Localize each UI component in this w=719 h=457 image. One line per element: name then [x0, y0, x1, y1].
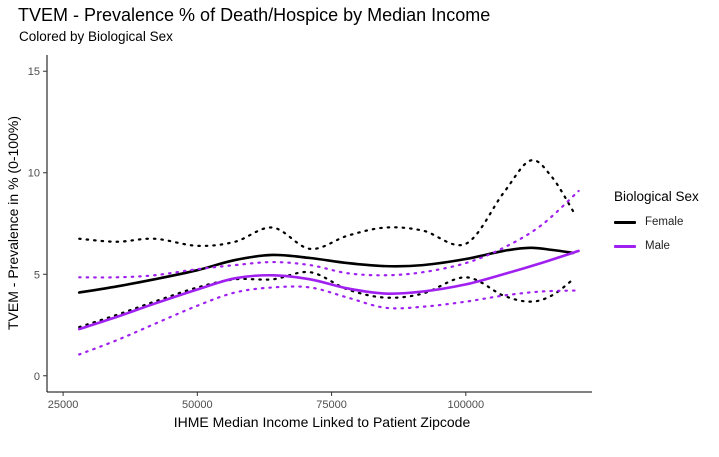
female-estimate-line	[77, 246, 575, 294]
legend-label-male: Male	[645, 240, 670, 252]
y-axis-label: TVEM - Prevalence in % (0-100%)	[5, 116, 21, 330]
y-tick-label: 0	[34, 371, 40, 383]
x-tick-label: 100000	[447, 399, 484, 411]
legend-key-female	[614, 220, 636, 224]
x-tick-label: 75000	[316, 399, 347, 411]
legend-item-female: Female	[614, 210, 699, 234]
x-tick-label: 50000	[182, 399, 213, 411]
y-tick-label: 5	[34, 269, 40, 281]
male-lower-ci-line	[78, 285, 580, 356]
legend-item-male: Male	[614, 234, 699, 258]
y-tick-label: 10	[28, 168, 40, 180]
male-upper-ci-line	[78, 189, 580, 279]
male-estimate-line	[77, 249, 580, 331]
legend-label-female: Female	[645, 216, 684, 228]
chart-subtitle: Colored by Biological Sex	[19, 29, 173, 44]
female-lower-ci-line	[78, 270, 575, 329]
legend: Biological Sex Female Male	[614, 189, 699, 258]
legend-key-male	[614, 244, 636, 248]
x-axis-label: IHME Median Income Linked to Patient Zip…	[174, 414, 471, 430]
y-tick-label: 15	[28, 66, 40, 78]
x-tick-label: 25000	[48, 399, 79, 411]
female-upper-ci-line	[78, 159, 575, 250]
chart-title: TVEM - Prevalence % of Death/Hospice by …	[18, 5, 491, 25]
legend-title: Biological Sex	[614, 189, 699, 204]
